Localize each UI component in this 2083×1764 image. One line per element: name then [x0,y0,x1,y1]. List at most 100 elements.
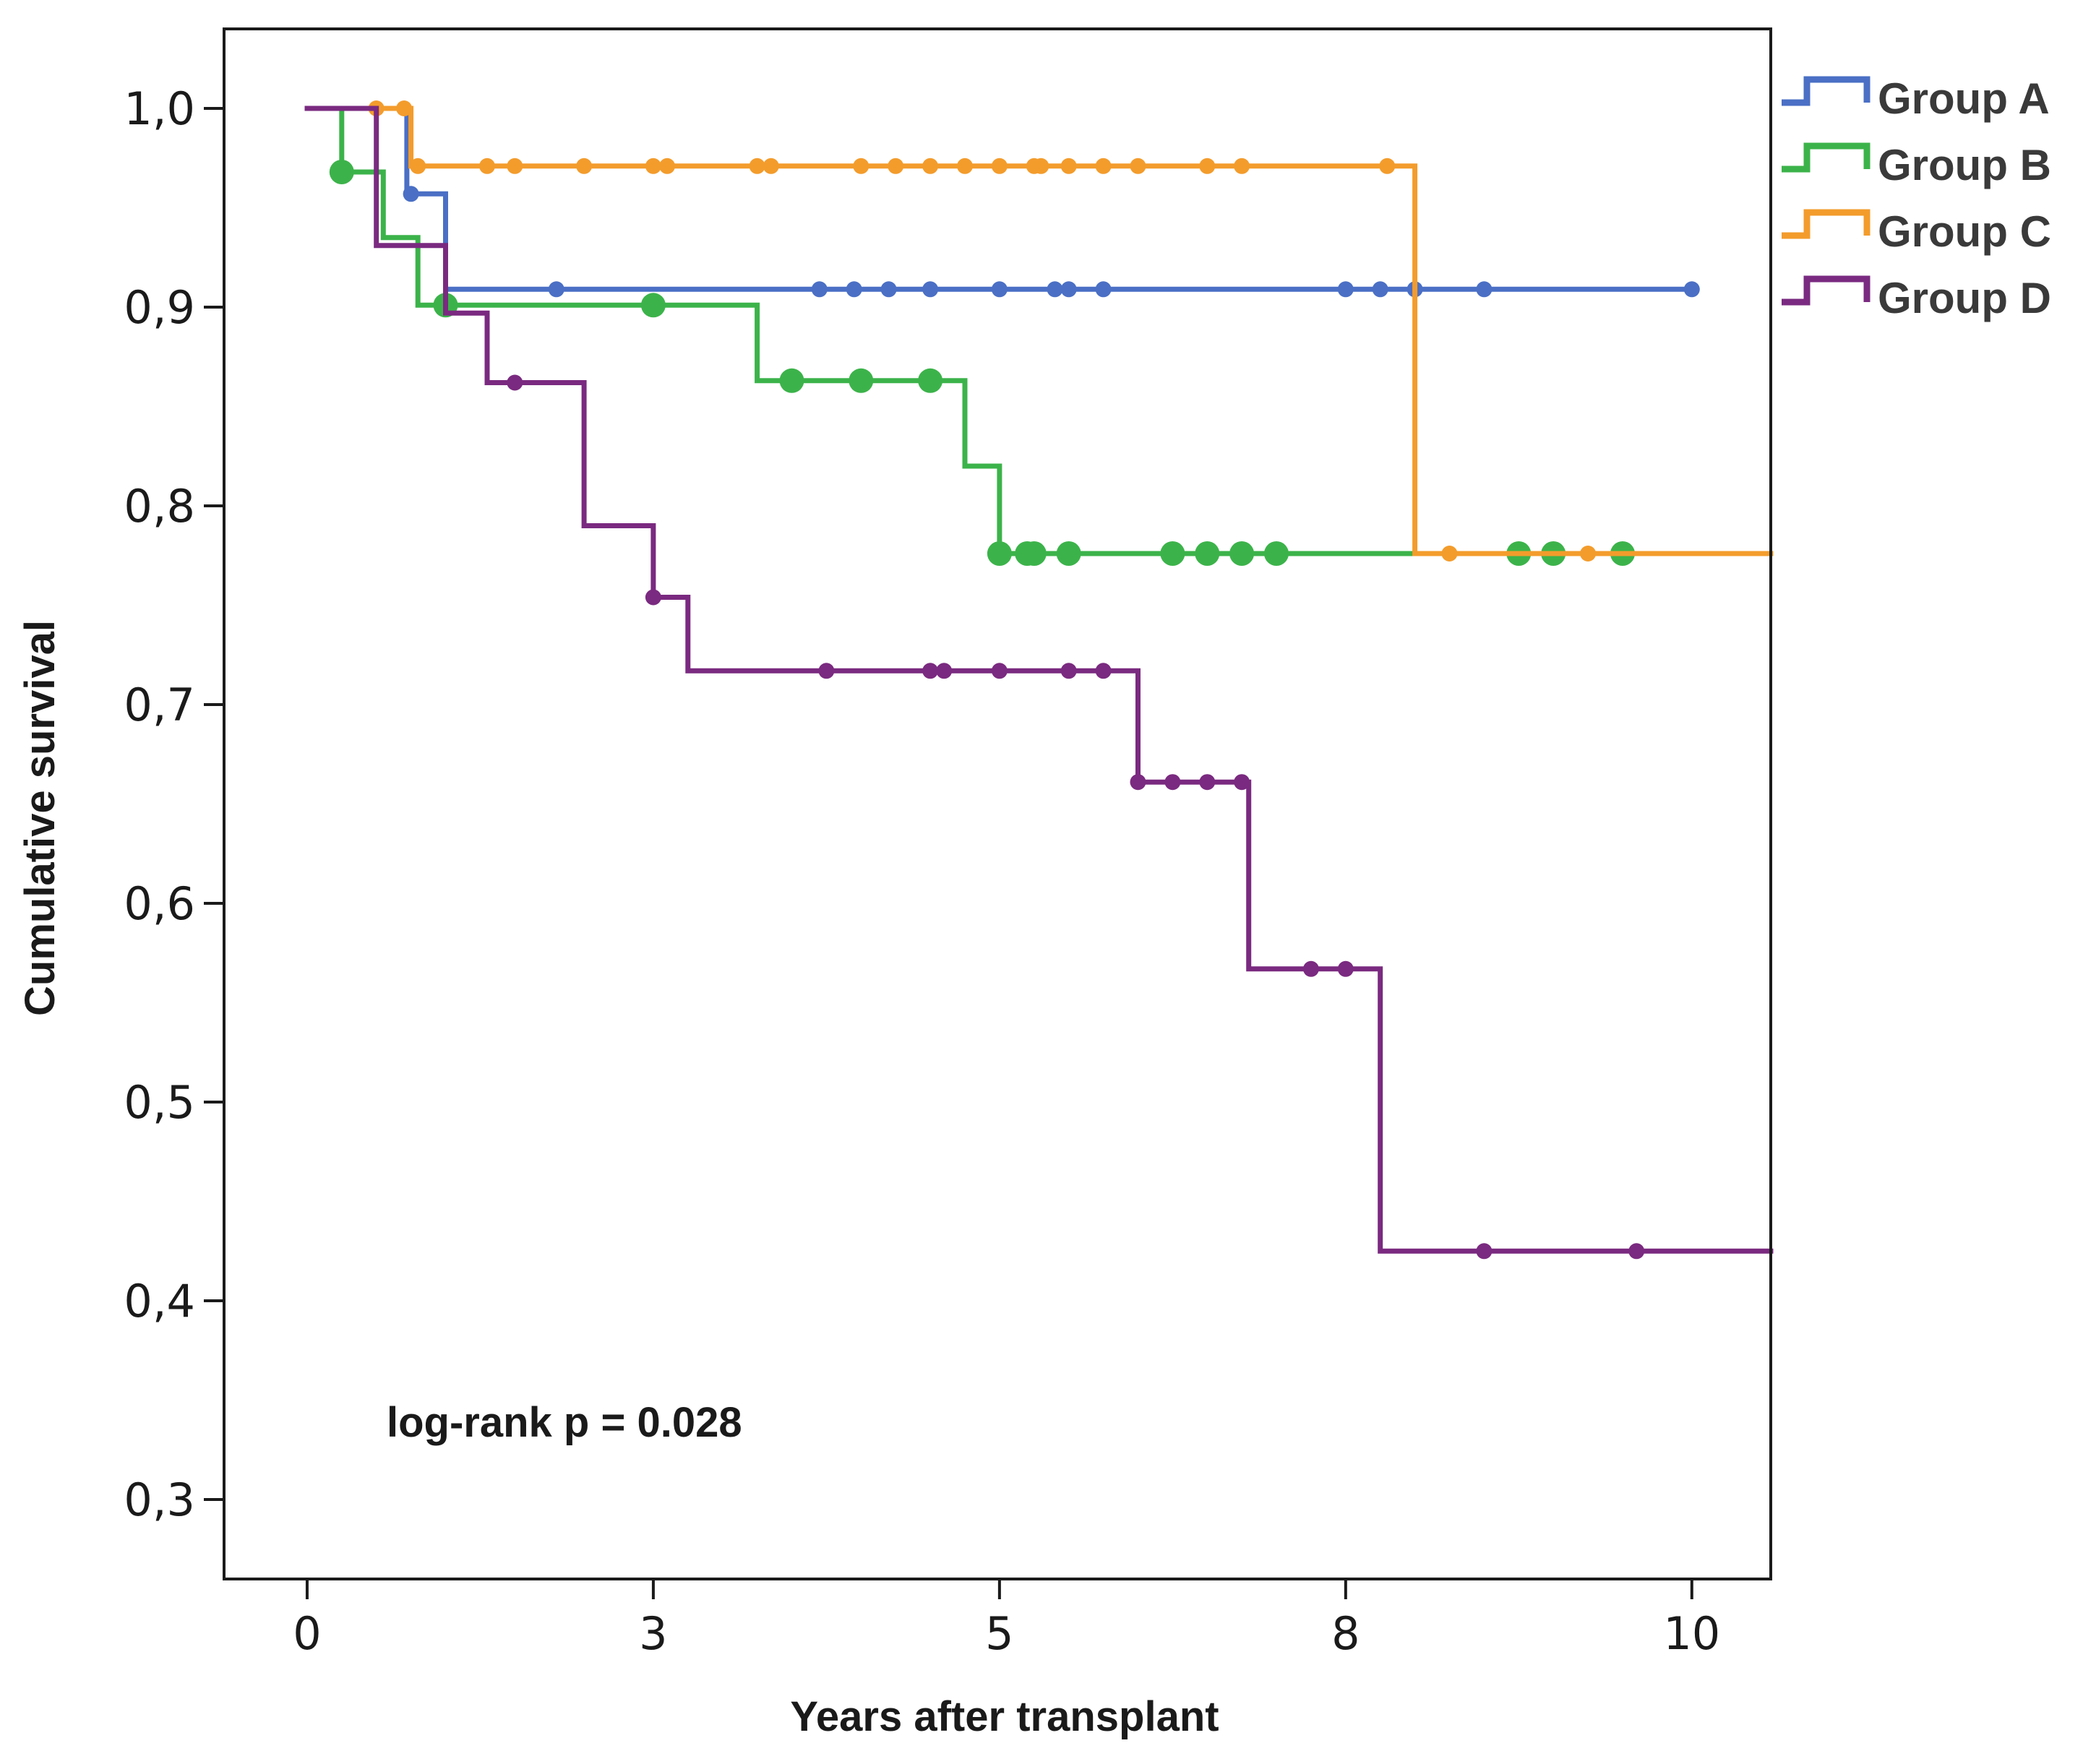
censor-mark-group-b [1021,541,1047,566]
censor-mark-group-b [1195,541,1220,566]
censor-mark-group-c [1441,546,1458,562]
censor-mark-group-d [1234,774,1250,791]
censor-mark-group-a [1476,281,1493,298]
legend-swatch-group-a [1782,76,1871,106]
y-tick-label: 0,6 [124,877,195,930]
censor-mark-group-c [410,158,426,174]
censor-mark-group-c [479,158,495,174]
y-tick-label: 0,5 [124,1076,195,1129]
censor-mark-group-c [1033,158,1049,174]
x-tick-label: 5 [985,1607,1013,1660]
legend-item-group-a: Group A [1782,74,2050,123]
censor-mark-group-a [1060,281,1077,298]
log-rank-annotation: log-rank p = 0.028 [387,1399,742,1446]
censor-mark-group-b [329,160,354,184]
survival-line-group-b [304,106,1774,556]
censor-mark-group-d [1060,663,1077,679]
censor-mark-group-c [922,158,939,174]
censor-mark-group-d [507,374,523,391]
censor-mark-group-d [922,663,939,679]
censor-mark-group-c [659,158,676,174]
series-group-a [374,106,1700,298]
censor-mark-group-d [1130,774,1146,791]
censor-mark-group-d [1302,960,1319,977]
censor-mark-group-c [1199,158,1216,174]
censor-mark-group-c [1060,158,1077,174]
censor-mark-group-a [1047,281,1063,298]
legend-swatch-group-b [1782,142,1871,173]
censor-mark-group-a [922,281,939,298]
censor-mark-group-a [846,281,862,298]
legend-item-group-d: Group D [1782,274,2051,322]
censor-mark-group-b [1229,541,1255,566]
censor-mark-group-b [1264,541,1289,566]
censor-mark-group-d [1337,960,1354,977]
legend: Group A Group B Group C Group D [1782,74,2051,322]
censor-mark-group-b [1056,541,1081,566]
survival-line-group-a [374,106,1695,292]
x-tick-label: 10 [1663,1607,1720,1660]
y-tick-label: 0,9 [124,281,195,334]
series-layer [304,100,1774,1260]
y-tick-label: 0,4 [124,1275,195,1328]
x-tick-label: 3 [639,1607,667,1660]
legend-swatch-group-d [1782,275,1871,306]
legend-item-group-b: Group B [1782,141,2051,189]
censor-mark-group-a [991,281,1008,298]
censor-mark-group-c [396,100,413,116]
censor-mark-group-b [918,368,943,393]
censor-mark-group-a [1337,281,1354,298]
censor-mark-group-c [1095,158,1112,174]
censor-mark-group-b [640,293,666,318]
censor-mark-group-c [763,158,779,174]
axes-layer: 0,3 0,4 0,5 0,6 0,7 0,8 0,9 1,0 0 3 5 8 10 [124,82,1720,1660]
censor-mark-group-c [749,158,765,174]
x-tick-label: 0 [293,1607,321,1660]
censor-mark-group-a [811,281,828,298]
legend-label-group-d: Group D [1878,274,2051,322]
legend-swatch-group-c [1782,209,1871,239]
censor-mark-group-a [548,281,564,298]
censor-mark-group-c [853,158,869,174]
censor-mark-group-d [1476,1243,1493,1260]
series-group-d [304,106,1774,1260]
y-axis-title: Cumulative survival [17,620,64,1016]
x-tick-label: 8 [1331,1607,1360,1660]
y-tick-label: 0,8 [124,480,195,533]
censor-mark-group-d [1164,774,1181,791]
censor-mark-group-d [991,663,1008,679]
x-axis-title: Years after transplant [790,1693,1219,1740]
censor-mark-group-c [957,158,973,174]
censor-mark-group-c [1379,158,1396,174]
legend-item-group-c: Group C [1782,207,2051,256]
series-group-c [368,100,1774,562]
y-tick-label: 0,7 [124,679,195,731]
censor-mark-group-c [645,158,661,174]
y-tick-label: 0,3 [124,1473,195,1526]
censor-mark-group-c [507,158,523,174]
censor-mark-group-a [1372,281,1388,298]
censor-mark-group-d [818,663,835,679]
censor-mark-group-a [1095,281,1112,298]
legend-label-group-b: Group B [1878,141,2051,189]
censor-mark-group-d [1628,1243,1645,1260]
censor-mark-group-b [849,368,874,393]
censor-mark-group-b [987,541,1012,566]
y-tick-label: 1,0 [124,82,195,135]
plot-area-frame [223,27,1772,1580]
censor-mark-group-c [888,158,904,174]
legend-label-group-a: Group A [1878,74,2050,123]
censor-mark-group-a [403,186,419,202]
legend-label-group-c: Group C [1878,207,2051,256]
survival-line-group-d [304,106,1774,1254]
censor-mark-group-d [645,589,661,606]
censor-mark-group-d [936,663,953,679]
censor-mark-group-a [1683,281,1700,298]
censor-mark-group-a [880,281,897,298]
censor-mark-group-c [991,158,1008,174]
series-group-b [304,106,1774,566]
censor-mark-group-b [779,368,804,393]
censor-mark-group-c [576,158,593,174]
censor-mark-group-b [1160,541,1185,566]
